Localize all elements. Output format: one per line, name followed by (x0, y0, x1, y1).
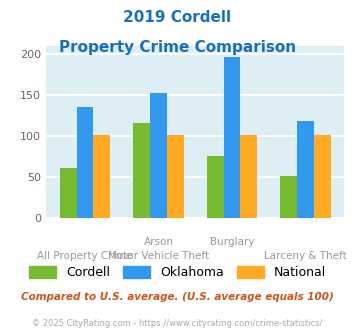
Text: All Property Crime: All Property Crime (38, 251, 133, 261)
Bar (207, 156, 224, 218)
Bar (77, 108, 93, 218)
Text: Motor Vehicle Theft: Motor Vehicle Theft (108, 251, 209, 261)
Text: Larceny & Theft: Larceny & Theft (264, 251, 347, 261)
Bar (240, 135, 257, 218)
Text: Compared to U.S. average. (U.S. average equals 100): Compared to U.S. average. (U.S. average … (21, 292, 334, 302)
Bar (297, 120, 314, 218)
Text: © 2025 CityRating.com - https://www.cityrating.com/crime-statistics/: © 2025 CityRating.com - https://www.city… (32, 319, 323, 328)
Bar (93, 135, 110, 218)
Text: Burglary: Burglary (210, 237, 254, 247)
Bar (167, 135, 184, 218)
Text: 2019 Cordell: 2019 Cordell (124, 10, 231, 25)
Bar (150, 93, 167, 218)
Bar (224, 57, 240, 218)
Text: Property Crime Comparison: Property Crime Comparison (59, 40, 296, 54)
Legend: Cordell, Oklahoma, National: Cordell, Oklahoma, National (25, 262, 330, 283)
Bar (60, 168, 77, 218)
Bar (133, 123, 150, 218)
Bar (280, 176, 297, 218)
Bar (314, 135, 331, 218)
Text: Arson: Arson (143, 237, 174, 247)
